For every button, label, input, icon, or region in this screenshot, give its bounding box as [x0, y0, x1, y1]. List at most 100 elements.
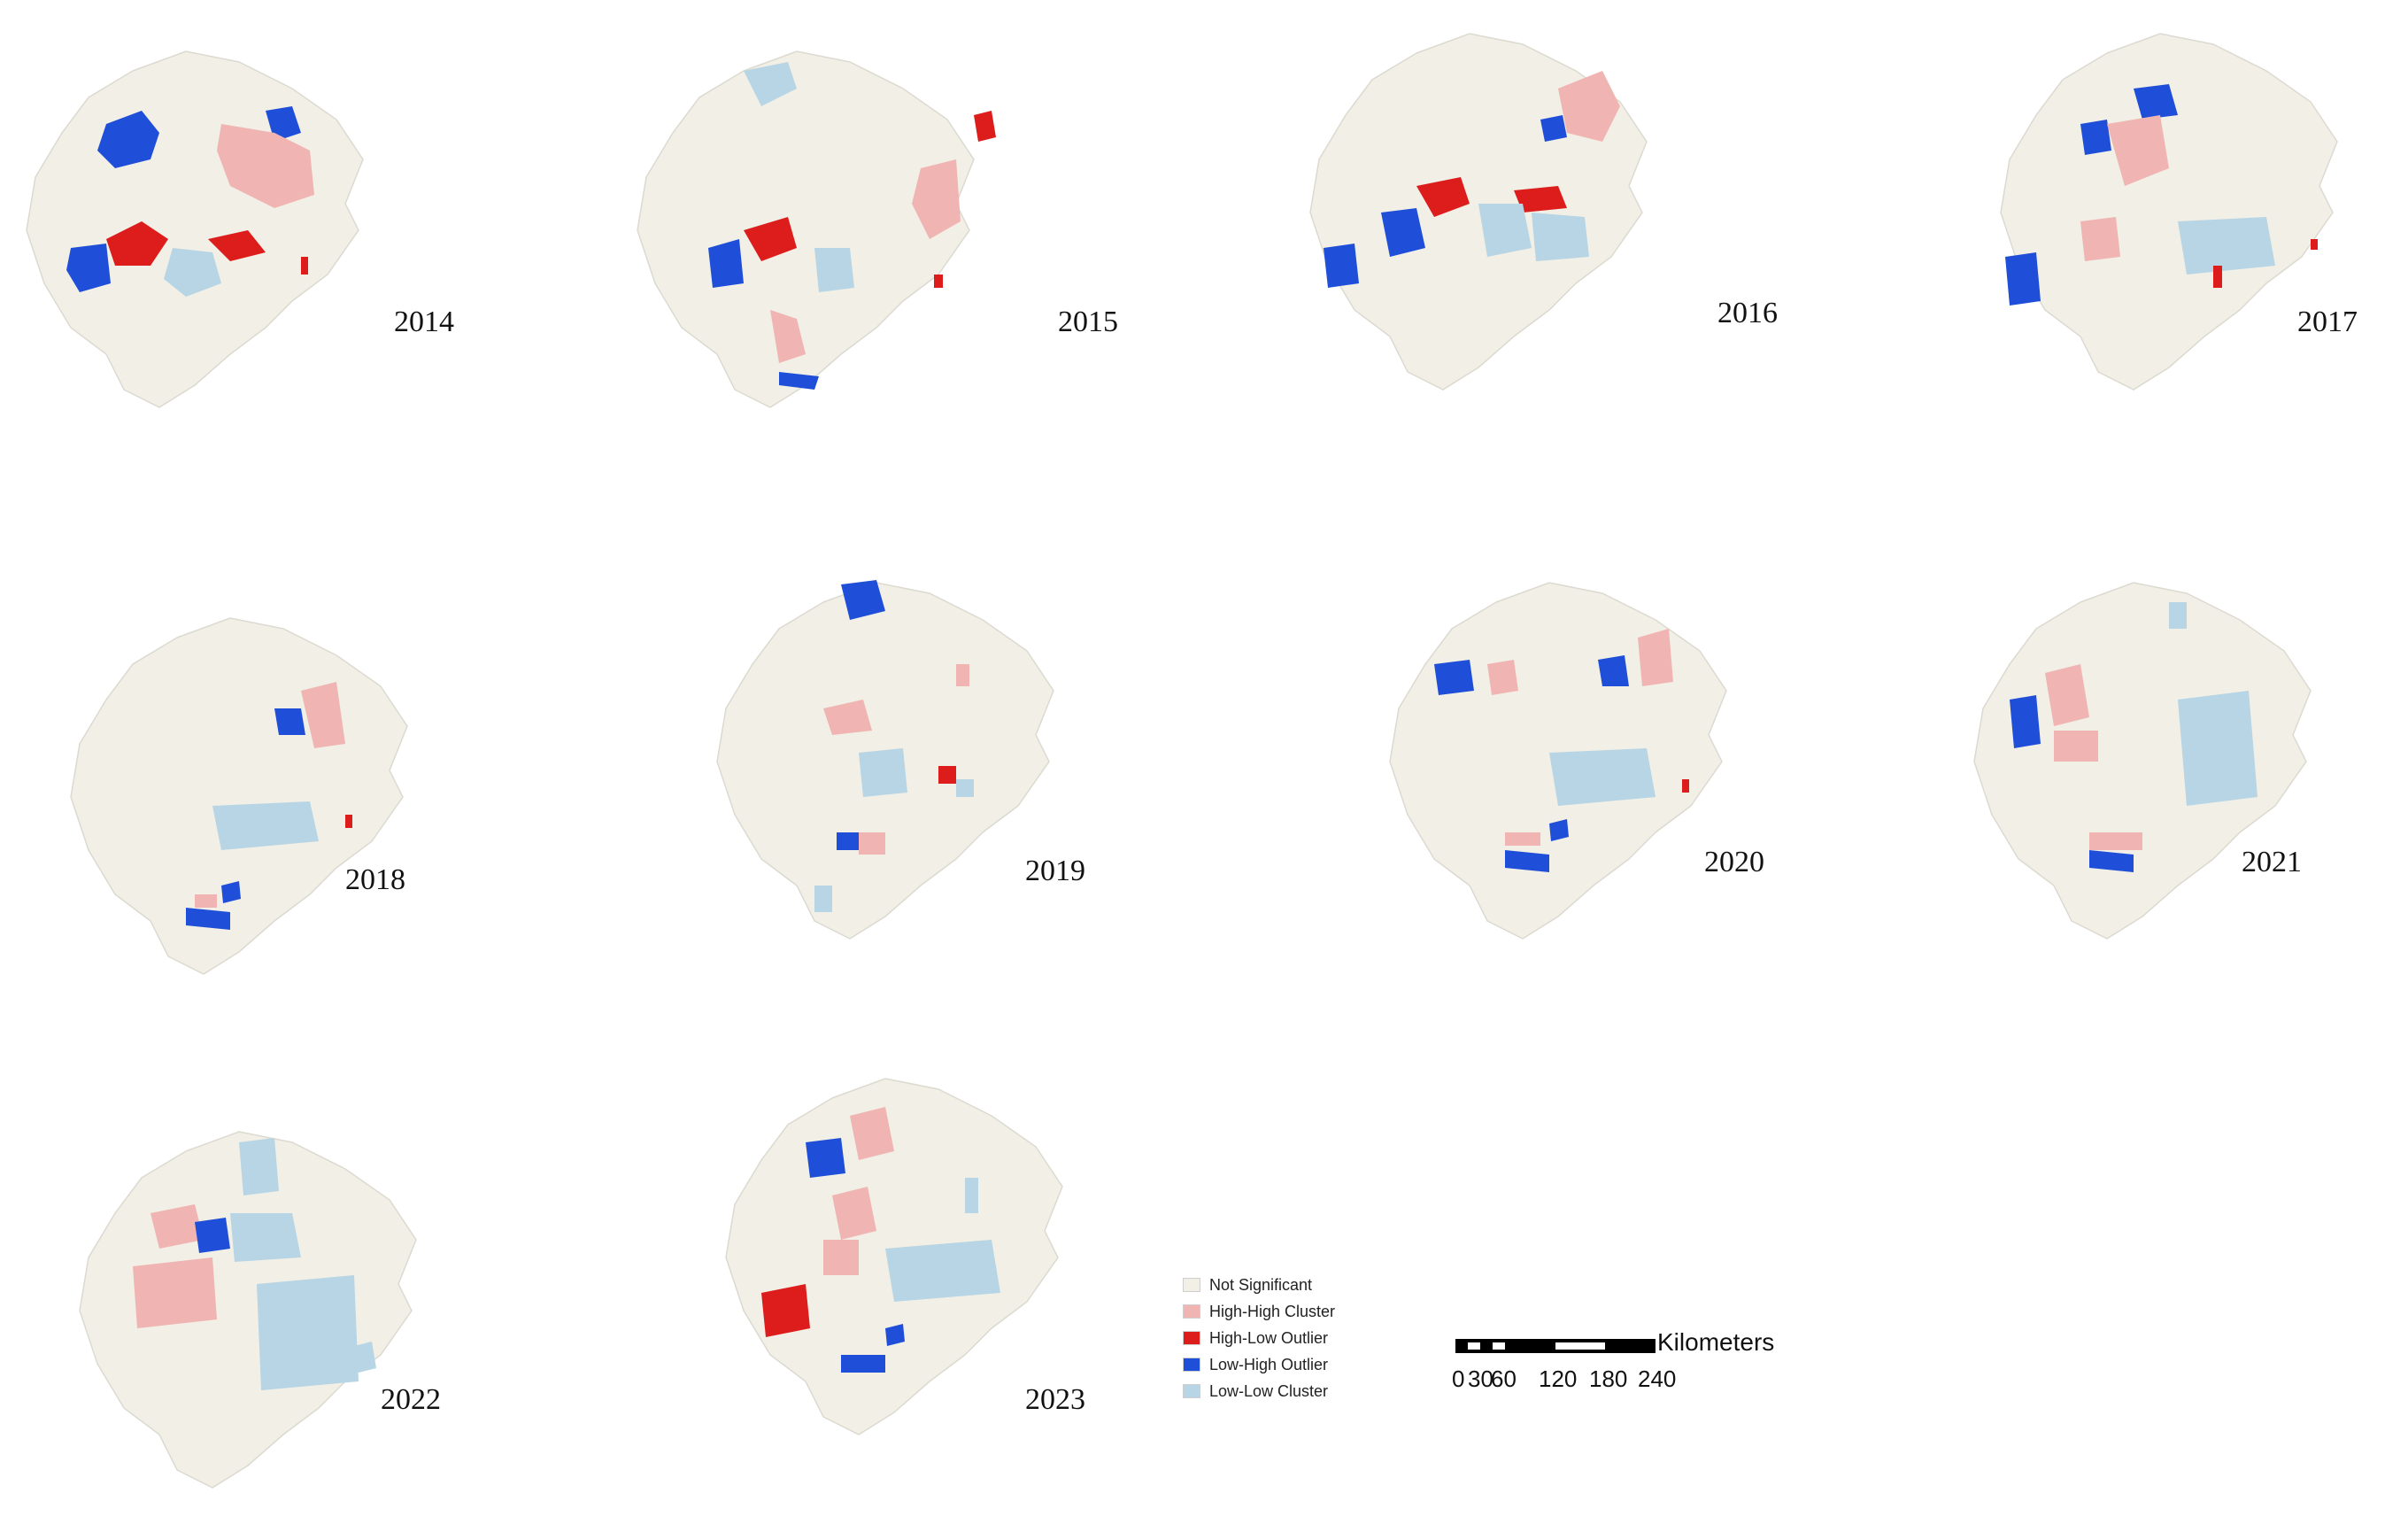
region-low-high — [837, 832, 859, 850]
year-label: 2017 — [2297, 306, 2358, 338]
region-low-high — [221, 881, 241, 903]
region-high-high — [823, 700, 872, 735]
province-map — [725, 1078, 1063, 1435]
legend-label: High-High Cluster — [1209, 1302, 1336, 1320]
legend-label: Low-High Outlier — [1209, 1355, 1329, 1373]
year-label: 2014 — [394, 306, 454, 338]
province-map — [26, 50, 364, 408]
region-high-low — [208, 230, 266, 261]
province-map — [716, 580, 1054, 940]
map-panel-2017 — [1983, 18, 2390, 416]
region-low-high — [1549, 819, 1569, 841]
region-high-high — [823, 1240, 859, 1275]
region-high-low — [301, 257, 308, 275]
region-low-high — [2005, 252, 2041, 306]
region-low-high — [2089, 850, 2134, 872]
region-high-high — [1638, 629, 1673, 686]
region-low-low — [230, 1213, 301, 1262]
region-low-high — [841, 1355, 885, 1373]
region-high-high — [956, 664, 969, 686]
region-high-high — [832, 1187, 876, 1240]
region-low-low — [212, 801, 319, 850]
region-high-low — [1514, 186, 1567, 213]
region-high-high — [2054, 731, 2098, 762]
map-panel-2015 — [620, 35, 1027, 434]
region-high-high — [150, 1204, 204, 1249]
legend-swatch — [1183, 1331, 1200, 1345]
map-legend: Not Significant High-High Cluster High-L… — [1183, 1272, 1413, 1404]
legend-label: High-Low Outlier — [1209, 1328, 1329, 1347]
region-low-low — [354, 1342, 376, 1373]
region-low-high — [1434, 660, 1474, 695]
scale-tick: 60 — [1491, 1365, 1517, 1392]
region-high-high — [850, 1107, 894, 1160]
year-label: 2021 — [2242, 846, 2302, 878]
region-low-low — [1478, 204, 1532, 257]
region-high-high — [217, 124, 314, 208]
province-map — [79, 1131, 417, 1489]
map-panel-2019 — [699, 567, 1107, 965]
region-high-high — [195, 894, 217, 908]
region-high-high — [1558, 71, 1620, 142]
year-label: 2023 — [1025, 1383, 1085, 1416]
province-map — [637, 50, 996, 408]
region-low-low — [744, 62, 797, 106]
region-low-low — [814, 248, 854, 292]
region-low-low — [2178, 217, 2275, 275]
region-high-high — [1505, 832, 1540, 846]
region-high-high — [2107, 115, 2169, 186]
legend-item-not-significant: Not Significant — [1183, 1272, 1413, 1298]
scale-tick: 30 — [1468, 1365, 1493, 1392]
region-high-low — [938, 766, 956, 784]
scale-bar: Kilometers 0 30 60 120 180 240 — [1452, 1328, 1779, 1408]
region-high-high — [301, 682, 345, 748]
legend-swatch — [1183, 1278, 1200, 1292]
map-panel-2014 — [9, 35, 416, 434]
region-high-low — [974, 111, 996, 142]
year-label: 2018 — [345, 863, 405, 896]
region-low-high — [274, 708, 305, 735]
year-label: 2015 — [1058, 306, 1118, 338]
region-high-high — [912, 159, 961, 239]
region-low-low — [1549, 748, 1656, 806]
year-label: 2022 — [381, 1383, 441, 1416]
region-low-high — [708, 239, 744, 288]
region-low-high — [841, 580, 885, 620]
region-low-low — [814, 886, 832, 912]
province-map — [1389, 582, 1727, 940]
region-low-high — [885, 1324, 905, 1346]
legend-item-low-high: Low-High Outlier — [1183, 1351, 1413, 1378]
region-high-low — [106, 221, 168, 266]
region-low-low — [257, 1275, 359, 1390]
region-high-low — [744, 217, 797, 261]
map-panel-2020 — [1372, 567, 1779, 965]
region-low-low — [1532, 213, 1589, 261]
legend-swatch — [1183, 1304, 1200, 1319]
region-low-high — [2080, 120, 2111, 155]
province-map — [1309, 33, 1648, 391]
legend-swatch — [1183, 1384, 1200, 1398]
region-low-high — [1505, 850, 1549, 872]
map-panel-2023 — [708, 1063, 1115, 1461]
region-low-low — [239, 1138, 279, 1195]
region-low-high — [2010, 695, 2041, 748]
year-label: 2020 — [1704, 846, 1764, 878]
region-high-low — [1416, 177, 1470, 217]
region-low-high — [1540, 115, 1567, 142]
province-map — [2000, 33, 2338, 391]
scale-bar-graphic — [1455, 1339, 1656, 1353]
region-low-low — [2178, 691, 2258, 806]
legend-swatch — [1183, 1358, 1200, 1372]
region-high-low — [761, 1284, 810, 1337]
region-low-high — [195, 1218, 230, 1253]
region-low-low — [885, 1240, 1000, 1302]
region-high-high — [2045, 664, 2089, 726]
region-low-high — [779, 372, 819, 390]
province-outline — [26, 50, 364, 408]
region-low-high — [186, 908, 230, 930]
region-low-high — [97, 111, 159, 168]
province-outline — [2000, 33, 2338, 391]
legend-label: Not Significant — [1209, 1275, 1313, 1294]
map-panel-2018 — [53, 602, 460, 1001]
legend-item-high-low: High-Low Outlier — [1183, 1325, 1413, 1351]
